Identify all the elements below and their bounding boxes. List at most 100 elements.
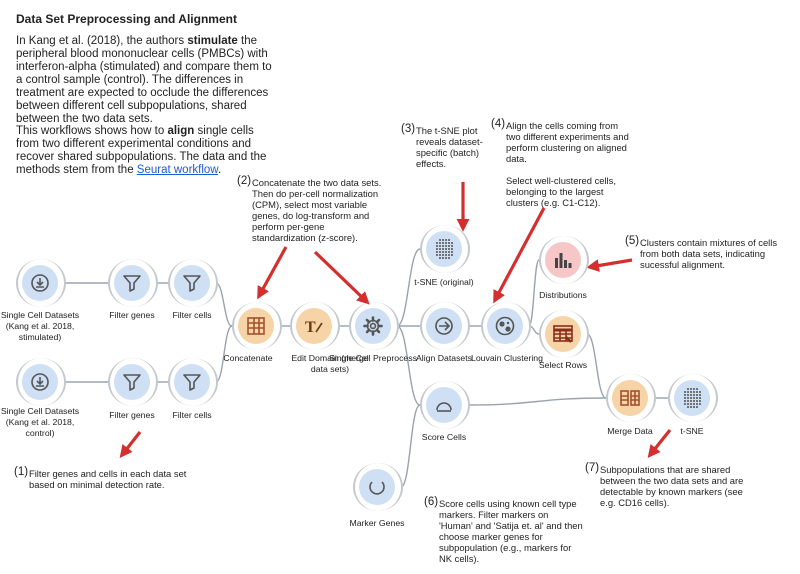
annotation-text: Clusters contain mixtures of cells from … bbox=[640, 237, 778, 270]
output-port-arc[interactable] bbox=[420, 302, 470, 350]
output-port-arc[interactable] bbox=[668, 374, 718, 422]
widget-circle[interactable] bbox=[612, 380, 648, 416]
widget-tsn[interactable] bbox=[664, 374, 720, 422]
output-port-arc[interactable] bbox=[353, 463, 403, 511]
link-scp-tso[interactable] bbox=[396, 248, 421, 327]
link-scp-scs[interactable] bbox=[396, 325, 421, 406]
widget-label-mkg: Marker Genes bbox=[349, 518, 405, 528]
paragraph-text: In Kang et al. (2018), the authors bbox=[16, 35, 188, 47]
funnel-icon bbox=[123, 374, 141, 391]
output-port-arc[interactable] bbox=[539, 310, 589, 358]
seurat-workflow-link[interactable]: Seurat workflow bbox=[136, 164, 218, 176]
link-mkg-scs[interactable] bbox=[400, 404, 421, 488]
widget-circle[interactable] bbox=[426, 387, 462, 423]
widget-label-tso: t-SNE (original) bbox=[414, 277, 474, 287]
annotation-n7[interactable]: (7) Subpopulations that are shared betwee… bbox=[585, 462, 755, 508]
output-port-arc[interactable] bbox=[108, 259, 158, 307]
output-port-arc[interactable] bbox=[16, 358, 66, 406]
widget-label-sc2: Single Cell Datasets (Kang et al. 2018, … bbox=[0, 406, 80, 438]
widget-circle[interactable] bbox=[545, 242, 581, 278]
widget-circle[interactable] bbox=[296, 308, 332, 344]
widget-circle[interactable] bbox=[174, 265, 210, 301]
widget-lou[interactable] bbox=[477, 302, 533, 350]
paragraph-text: . bbox=[217, 164, 222, 176]
widget-cat[interactable] bbox=[228, 302, 284, 350]
merge-icon bbox=[620, 390, 640, 406]
widget-circle[interactable] bbox=[114, 364, 150, 400]
output-port-arc[interactable] bbox=[290, 302, 340, 350]
widget-circle[interactable] bbox=[114, 265, 150, 301]
widget-label-tsn: t-SNE bbox=[680, 426, 704, 436]
widget-label-sc1: Single Cell Datasets (Kang et al. 2018, … bbox=[0, 310, 80, 342]
annotation-n5[interactable]: (5) Clusters contain mixtures of cells fr… bbox=[625, 235, 790, 270]
annotation-number: (5) bbox=[625, 235, 640, 247]
funnel-icon bbox=[123, 275, 141, 292]
annotation-n2[interactable]: (2) Concatenate the two data sets. Then d… bbox=[237, 175, 387, 243]
output-port-arc[interactable] bbox=[108, 358, 158, 406]
link-sel-mrg[interactable] bbox=[586, 333, 607, 399]
output-port-arc[interactable] bbox=[16, 259, 66, 307]
download-icon bbox=[31, 373, 49, 391]
widget-circle[interactable] bbox=[174, 364, 210, 400]
widget-ali[interactable] bbox=[416, 302, 472, 350]
output-port-arc[interactable] bbox=[168, 259, 218, 307]
annotation-text: The t-SNE plot reveals dataset-specific … bbox=[416, 125, 483, 169]
page-title: Data Set Preprocessing and Alignment bbox=[16, 12, 237, 26]
widget-scs[interactable] bbox=[416, 381, 472, 429]
widget-dis[interactable] bbox=[535, 236, 591, 284]
widget-label-cat: Concatenate bbox=[223, 353, 273, 363]
widget-fc2[interactable] bbox=[164, 358, 220, 406]
score-icon bbox=[436, 402, 452, 412]
output-port-arc[interactable] bbox=[539, 236, 589, 284]
widget-label-ali: Align Datasets bbox=[415, 353, 472, 363]
widget-mrg[interactable] bbox=[602, 374, 658, 422]
emphasized-text: stimulate bbox=[187, 35, 238, 47]
annotation-arrow bbox=[257, 246, 288, 300]
intro-paragraph-stimulate: In Kang et al. (2018), the authors stimu… bbox=[16, 35, 278, 126]
link-scs-mrg[interactable] bbox=[467, 397, 607, 406]
download-icon bbox=[31, 274, 49, 292]
annotation-number: (4) bbox=[491, 118, 506, 130]
annotation-arrow bbox=[313, 250, 370, 305]
widget-tso[interactable] bbox=[416, 225, 472, 273]
emphasized-text: align bbox=[167, 125, 195, 137]
widget-circle[interactable] bbox=[238, 308, 274, 344]
widget-label-lou: Louvain Clustering bbox=[471, 353, 543, 363]
clustering-icon bbox=[495, 316, 515, 336]
widget-circle[interactable] bbox=[487, 308, 523, 344]
widget-circle[interactable] bbox=[355, 308, 391, 344]
widget-sc1[interactable] bbox=[12, 259, 68, 307]
widget-scp[interactable] bbox=[345, 302, 401, 350]
select-rows-icon bbox=[553, 325, 573, 343]
output-port-arc[interactable] bbox=[168, 358, 218, 406]
dot-matrix-icon bbox=[683, 387, 702, 409]
annotation-n6[interactable]: (6) Score cells using known cell type mar… bbox=[424, 496, 584, 564]
annotation-n3[interactable]: (3) The t-SNE plot reveals dataset-specif… bbox=[401, 123, 496, 169]
widget-edm[interactable]: T bbox=[286, 302, 342, 350]
widget-sel[interactable] bbox=[535, 310, 591, 358]
output-port-arc[interactable] bbox=[232, 302, 282, 350]
text-edit-icon: T bbox=[305, 319, 323, 336]
annotation-arrow bbox=[493, 207, 546, 304]
output-port-arc[interactable] bbox=[420, 381, 470, 429]
paragraph-text: single cells from two different experime… bbox=[16, 125, 267, 176]
annotation-n4[interactable]: (4) Align the cells coming from two diffe… bbox=[491, 118, 633, 208]
widget-sc2[interactable] bbox=[12, 358, 68, 406]
output-port-arc[interactable] bbox=[349, 302, 399, 350]
widget-circle[interactable] bbox=[359, 469, 395, 505]
widget-fg2[interactable] bbox=[104, 358, 160, 406]
widget-fg1[interactable] bbox=[104, 259, 160, 307]
funnel-icon bbox=[183, 374, 201, 391]
widget-mkg[interactable] bbox=[349, 463, 405, 511]
widget-label-edm: Edit Domain (merge data sets) bbox=[291, 353, 369, 374]
output-port-arc[interactable] bbox=[606, 374, 656, 422]
widget-label-fc1: Filter cells bbox=[172, 310, 212, 320]
widget-label-fg2: Filter genes bbox=[109, 410, 155, 420]
output-port-arc[interactable] bbox=[481, 302, 531, 350]
gear-icon bbox=[363, 316, 383, 336]
widget-fc1[interactable] bbox=[164, 259, 220, 307]
annotation-text: Filter genes and cells in each data set … bbox=[29, 468, 187, 490]
annotation-text: Concatenate the two data sets. Then do p… bbox=[252, 177, 382, 243]
output-port-arc[interactable] bbox=[420, 225, 470, 273]
annotation-n1[interactable]: (1) Filter genes and cells in each data s… bbox=[14, 466, 189, 490]
